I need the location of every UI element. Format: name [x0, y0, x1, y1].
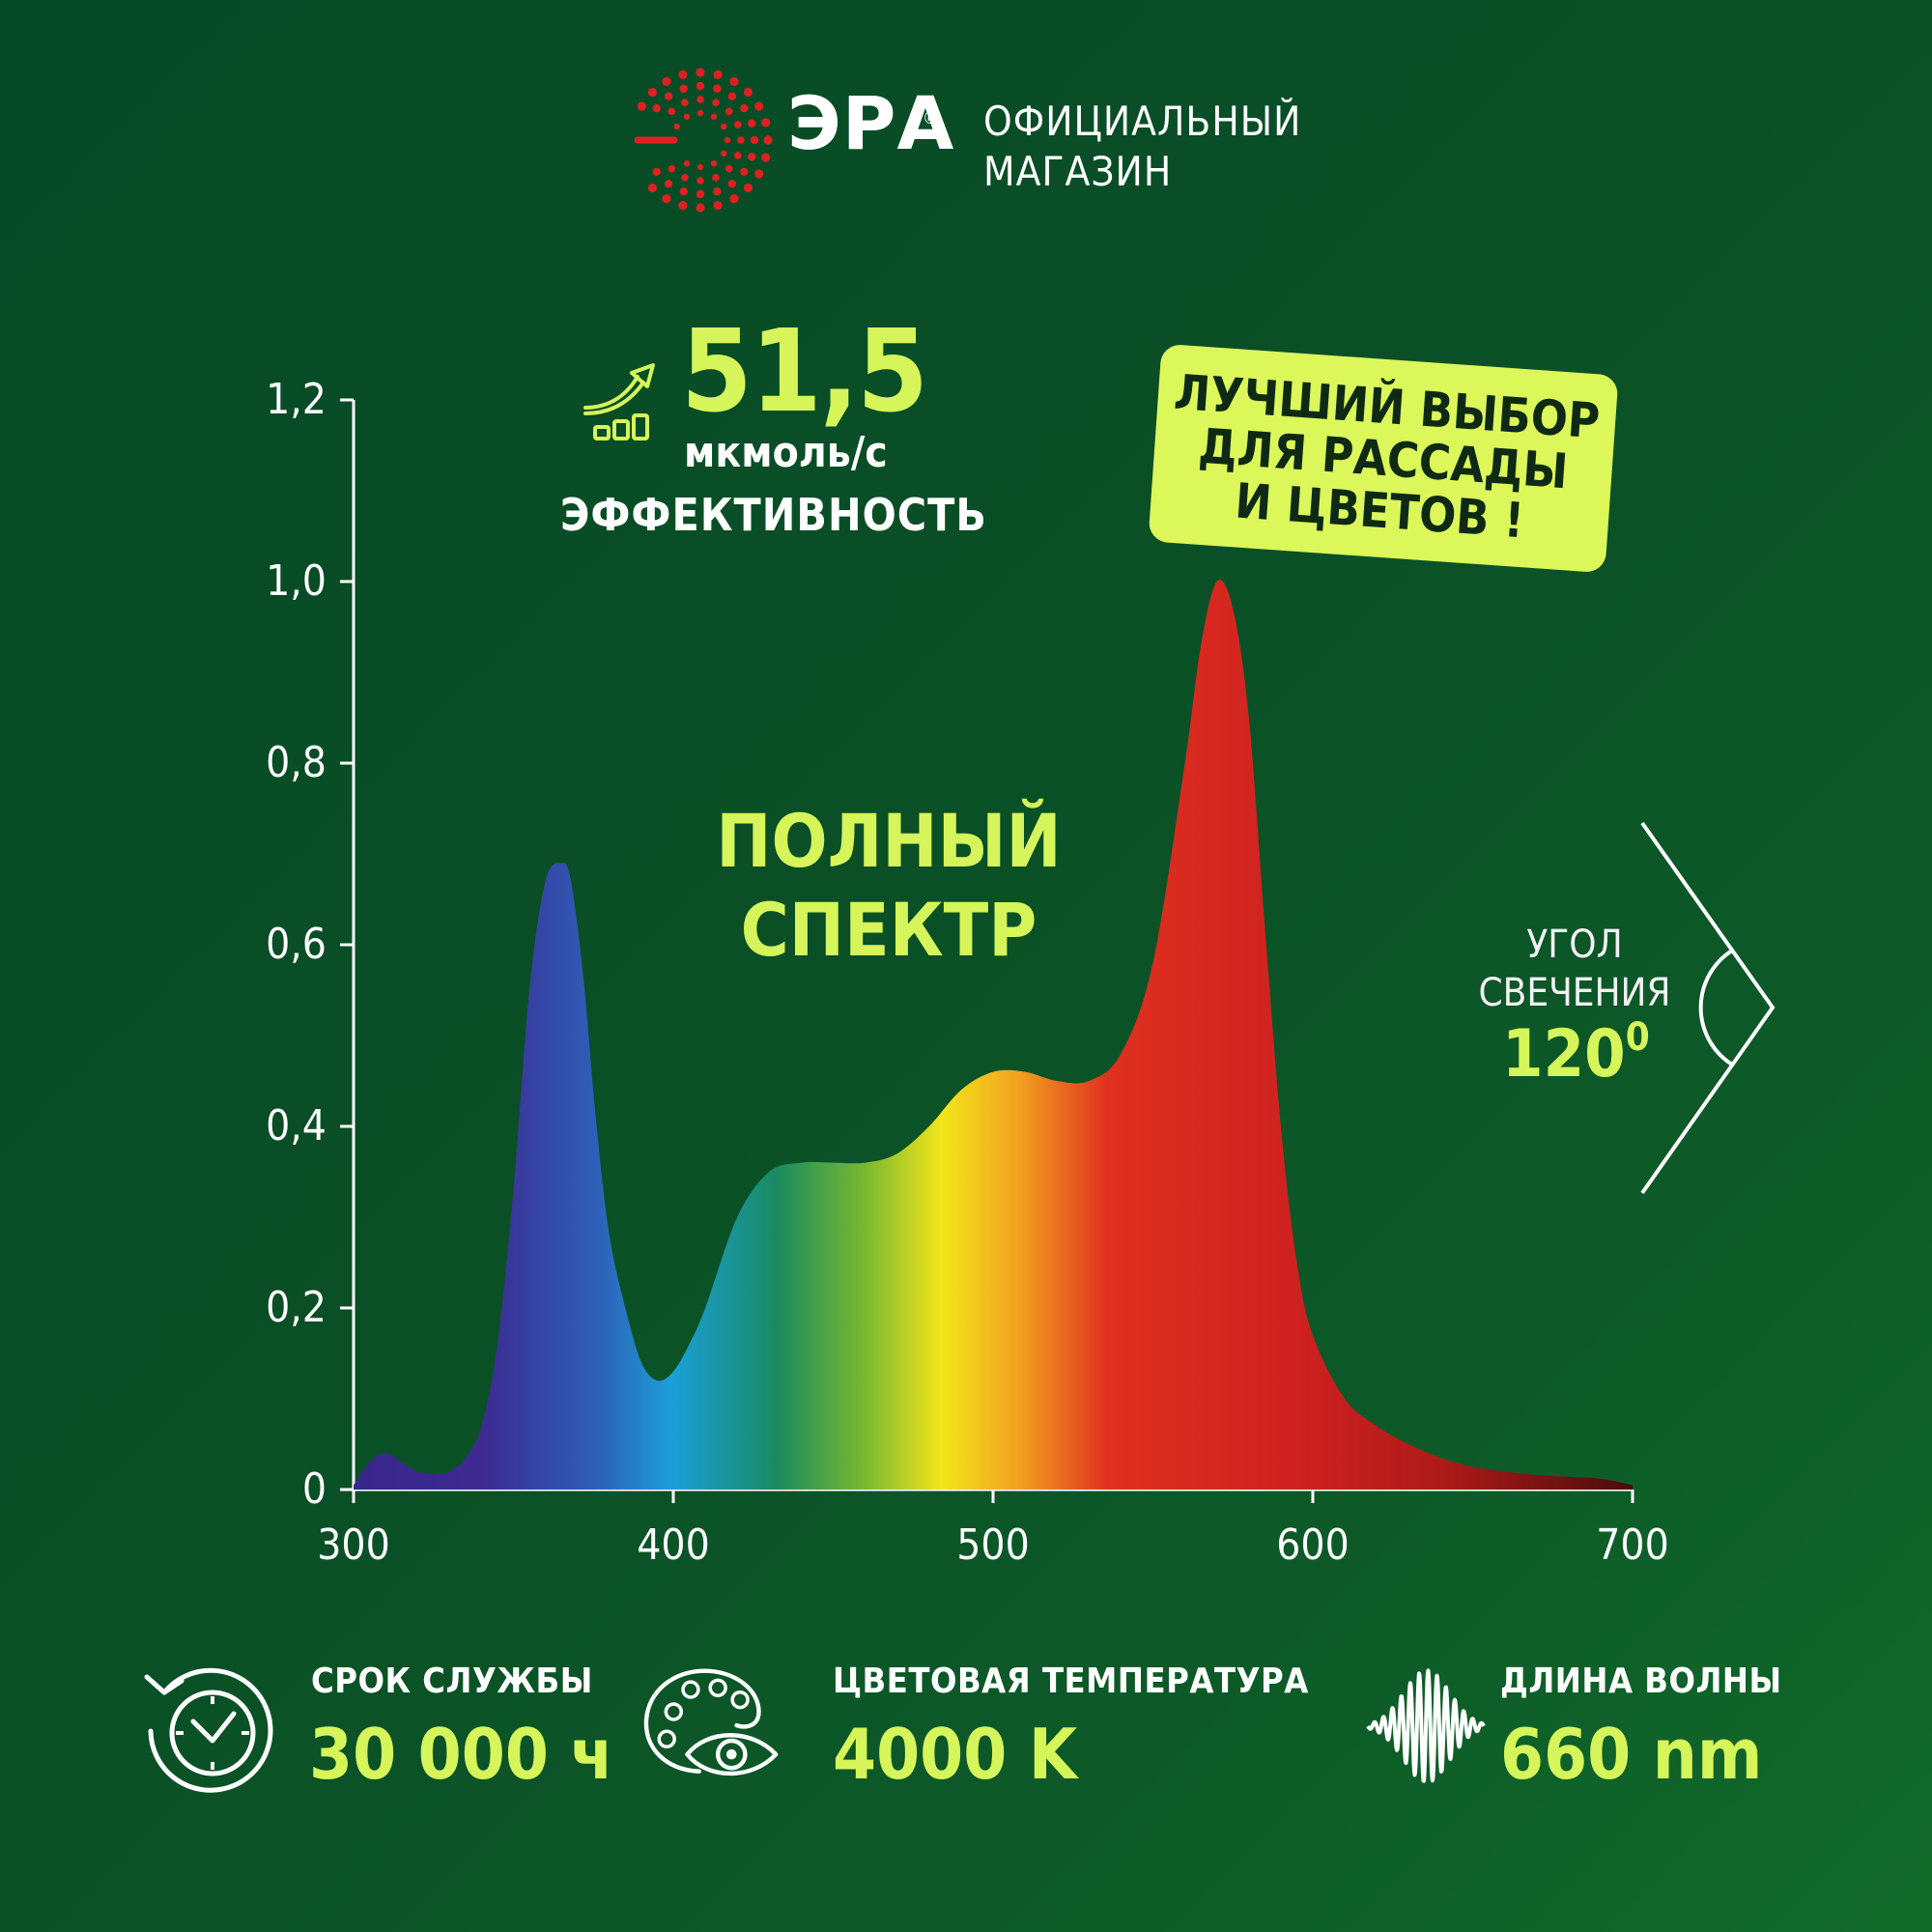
x-tick-label: 400 [637, 1520, 710, 1570]
beam-angle-number: 120 [1502, 1016, 1626, 1093]
spectrum-title: ПОЛНЫЙ СПЕКТР [716, 798, 1062, 973]
x-tick-label: 500 [956, 1520, 1030, 1570]
official-shop-label: ОФИЦИАЛЬНЫЙ МАГАЗИН [983, 98, 1302, 195]
beam-angle-degree: 0 [1625, 1015, 1650, 1060]
efficiency-value: 51,5 [681, 304, 928, 438]
brand-registered-mark: ® [923, 108, 939, 128]
waveform-icon [1366, 1668, 1486, 1783]
era-logo-icon [634, 68, 773, 213]
y-tick-label: 1,0 [266, 556, 327, 606]
y-tick-label: 0,4 [266, 1101, 327, 1151]
x-tick-label: 600 [1276, 1520, 1350, 1570]
lifetime-title: СРОК СЛУЖБЫ [311, 1662, 593, 1701]
efficiency-unit: мкмоль/с [684, 428, 888, 477]
x-tick-label: 300 [317, 1520, 390, 1570]
beam-angle-icon [1640, 821, 1776, 1195]
lifetime-value: 30 000 ч [309, 1714, 613, 1795]
palette-eye-icon [643, 1668, 779, 1776]
clock-history-icon [144, 1667, 273, 1793]
color-temperature-value: 4000 K [833, 1714, 1078, 1795]
y-tick-label: 0 [302, 1464, 327, 1514]
growth-chart-icon [583, 363, 655, 440]
wavelength-value: 660 nm [1500, 1714, 1763, 1795]
y-tick-label: 0,8 [266, 738, 327, 787]
efficiency-label: ЭФФЕКТИВНОСТЬ [560, 489, 987, 541]
spectrum-area [354, 580, 1633, 1490]
beam-angle-value: 1200 [1502, 1018, 1650, 1088]
wavelength-title: ДЛИНА ВОЛНЫ [1500, 1662, 1782, 1701]
y-tick-label: 1,2 [266, 375, 327, 424]
y-tick-label: 0,2 [266, 1283, 327, 1332]
y-tick-label: 0,6 [266, 920, 327, 969]
brand-name: ЭРА [787, 80, 955, 166]
beam-angle-label: УГОЛ СВЕЧЕНИЯ [1478, 923, 1671, 1015]
x-tick-label: 700 [1596, 1520, 1669, 1570]
color-temperature-title: ЦВЕТОВАЯ ТЕМПЕРАТУРА [833, 1662, 1309, 1701]
